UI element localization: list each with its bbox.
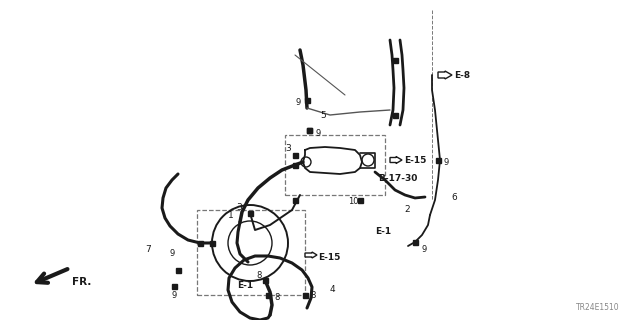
Text: 7: 7 <box>145 245 151 254</box>
Text: 9: 9 <box>421 244 426 253</box>
Text: 9: 9 <box>170 249 175 258</box>
Text: 9: 9 <box>296 98 301 107</box>
Text: E-1: E-1 <box>375 228 391 236</box>
Bar <box>307 127 312 132</box>
Bar <box>266 292 271 298</box>
Bar <box>292 153 298 157</box>
Text: 3: 3 <box>285 143 291 153</box>
Bar <box>392 113 397 117</box>
Text: 5: 5 <box>320 110 326 119</box>
Text: 6: 6 <box>451 193 457 202</box>
Bar <box>262 277 268 283</box>
Bar <box>413 239 417 244</box>
Bar <box>292 163 298 167</box>
Text: E-8: E-8 <box>454 70 470 79</box>
Text: 3: 3 <box>236 204 242 212</box>
Text: FR.: FR. <box>72 277 92 287</box>
Bar <box>358 197 362 203</box>
Bar <box>392 58 397 62</box>
FancyArrow shape <box>305 252 317 258</box>
Bar <box>198 241 202 245</box>
FancyArrow shape <box>438 71 452 79</box>
Bar <box>197 210 305 295</box>
Text: 1: 1 <box>228 211 234 220</box>
FancyArrow shape <box>390 156 402 164</box>
Bar <box>248 211 253 215</box>
Bar <box>435 157 440 163</box>
Text: B-17-30: B-17-30 <box>378 173 417 182</box>
Text: 8: 8 <box>310 291 316 300</box>
Bar <box>292 197 298 203</box>
Text: 9: 9 <box>316 129 321 138</box>
Bar <box>305 98 310 102</box>
Bar <box>175 268 180 273</box>
Text: E-15: E-15 <box>318 253 340 262</box>
Bar <box>209 241 214 245</box>
Bar <box>307 127 312 132</box>
Text: 4: 4 <box>330 285 335 294</box>
Text: 9: 9 <box>171 291 176 300</box>
Text: 10: 10 <box>348 197 358 206</box>
Text: E-1: E-1 <box>237 281 253 290</box>
Bar <box>172 284 177 289</box>
Text: 8: 8 <box>256 270 261 279</box>
Text: E-15: E-15 <box>404 156 426 164</box>
Bar <box>303 292 307 298</box>
Text: 8: 8 <box>274 293 280 302</box>
Text: 2: 2 <box>404 205 410 214</box>
Text: 9: 9 <box>444 157 449 166</box>
Bar <box>285 135 385 195</box>
Text: TR24E1510: TR24E1510 <box>577 303 620 312</box>
